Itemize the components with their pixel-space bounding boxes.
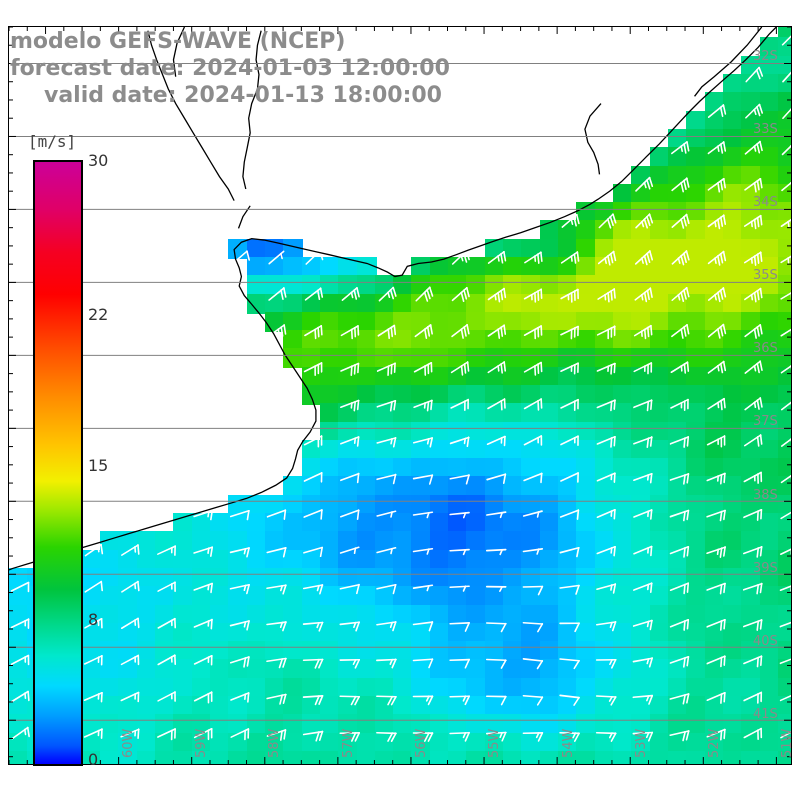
coastline-path — [584, 103, 602, 175]
axis-tick-marks — [9, 27, 791, 764]
map-frame: 61W60W59W58W57W56W55W54W53W52W51W32S33S3… — [8, 26, 792, 765]
graticule-grid — [9, 62, 791, 721]
lon-axis-label: 52W — [707, 728, 723, 758]
title-model-line: modelo GEFS-WAVE (NCEP) — [10, 29, 346, 54]
coastline-path — [147, 30, 235, 201]
title-valid-date-line: valid date: 2024-01-13 18:00:00 — [44, 83, 442, 108]
lon-axis-label: 56W — [413, 728, 429, 758]
colorbar-tick-22: 22 — [88, 305, 109, 324]
lon-axis-label: 58W — [267, 728, 283, 758]
lon-axis-label: 57W — [340, 728, 356, 758]
coastline-overlay — [9, 27, 778, 571]
lat-axis-label: 36S — [753, 341, 778, 357]
lon-axis-label: 51W — [780, 728, 792, 758]
coastline-path — [9, 27, 778, 571]
lat-axis-label: 39S — [753, 560, 778, 576]
lat-axis-label: 38S — [753, 487, 778, 503]
lat-axis-label: 32S — [753, 48, 778, 64]
colorbar — [33, 160, 83, 766]
coastline-path — [242, 30, 262, 190]
lat-axis-label: 40S — [753, 633, 778, 649]
colorbar-unit-label: [m/s] — [28, 132, 77, 151]
lon-axis-label: 53W — [633, 728, 649, 758]
colorbar-tick-30: 30 — [88, 151, 109, 170]
lat-axis-label: 35S — [753, 268, 778, 284]
lat-axis-label: 41S — [753, 707, 778, 723]
colorbar-tick-15: 15 — [88, 456, 109, 475]
lon-axis-label: 59W — [194, 728, 210, 758]
colorbar-gradient — [33, 160, 83, 766]
colorbar-tick-0: 0 — [88, 750, 99, 769]
lat-axis-label: 37S — [753, 414, 778, 430]
lon-axis-label: 54W — [560, 728, 576, 758]
coastline-path — [172, 27, 186, 77]
title-forecast-date-line: forecast date: 2024-01-03 12:00:00 — [10, 56, 450, 81]
colorbar-tick-8: 8 — [88, 610, 99, 629]
lat-axis-label: 34S — [753, 194, 778, 210]
axis-label-layer: 61W60W59W58W57W56W55W54W53W52W51W32S33S3… — [9, 27, 791, 764]
wind-barb-overlay — [9, 27, 791, 764]
wind-speed-heatmap-layer — [9, 27, 791, 764]
lon-axis-label: 60W — [120, 728, 136, 758]
coastline-path — [694, 27, 763, 97]
lat-axis-label: 33S — [753, 121, 778, 137]
lon-axis-label: 55W — [487, 728, 503, 758]
